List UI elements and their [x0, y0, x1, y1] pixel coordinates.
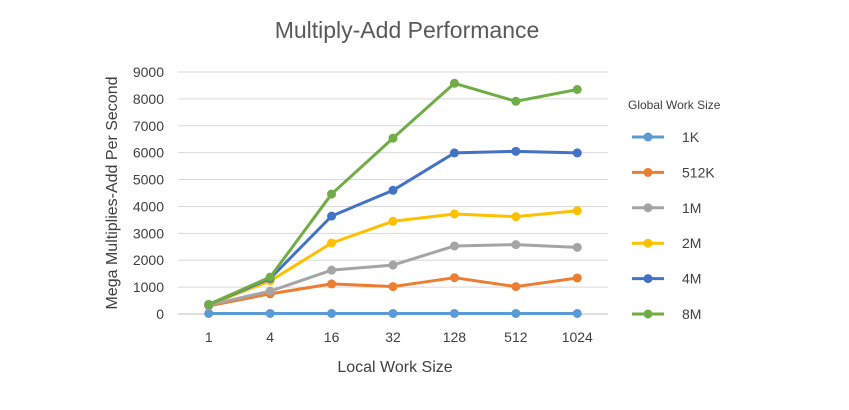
data-point-2m — [388, 216, 398, 226]
legend-marker-8m — [643, 309, 653, 319]
data-point-8m — [572, 84, 582, 94]
data-point-8m — [327, 189, 337, 199]
data-point-8m — [265, 272, 275, 282]
legend-title: Global Work Size — [628, 98, 721, 112]
data-point-4m — [449, 148, 459, 158]
legend-label-2m: 2M — [682, 235, 701, 251]
data-point-4m — [327, 211, 337, 221]
y-axis-title: Mega Multiplies-Add Per Second — [104, 76, 121, 309]
data-point-1k — [265, 308, 275, 318]
series-8m — [204, 78, 582, 309]
series-1m — [204, 240, 582, 310]
data-point-512k — [572, 273, 582, 283]
y-tick-label: 6000 — [133, 145, 164, 161]
x-axis-ticks: 1 4 16 32 128 512 1024 — [205, 329, 593, 345]
data-point-512k — [449, 273, 459, 283]
data-point-512k — [511, 282, 521, 292]
x-tick-label: 128 — [443, 329, 467, 345]
x-tick-label: 32 — [385, 329, 401, 345]
x-tick-label: 512 — [504, 329, 528, 345]
x-tick-label: 1024 — [562, 329, 593, 345]
data-point-1k — [572, 308, 582, 318]
legend-label-512k: 512K — [682, 164, 715, 180]
y-tick-label: 4000 — [133, 198, 164, 214]
legend-label-8m: 8M — [682, 306, 701, 322]
series-1k — [204, 308, 582, 318]
data-point-2m — [511, 212, 521, 222]
data-point-1m — [449, 241, 459, 251]
legend-item-512k: 512K — [632, 164, 715, 180]
y-tick-label: 0 — [156, 306, 164, 322]
x-tick-label: 1 — [205, 329, 213, 345]
y-tick-label: 3000 — [133, 225, 164, 241]
data-point-4m — [572, 148, 582, 158]
legend-label-1m: 1M — [682, 200, 701, 216]
legend-item-4m: 4M — [632, 271, 701, 287]
data-point-2m — [327, 238, 337, 248]
legend-marker-1m — [643, 203, 653, 213]
data-point-1m — [265, 286, 275, 296]
data-point-1k — [449, 308, 459, 318]
data-point-1m — [511, 240, 521, 250]
legend-marker-2m — [643, 238, 653, 248]
data-point-1k — [327, 308, 337, 318]
y-tick-label: 1000 — [133, 279, 164, 295]
y-tick-label: 7000 — [133, 118, 164, 134]
data-point-2m — [449, 209, 459, 219]
data-point-1m — [327, 265, 337, 275]
x-axis-title: Local Work Size — [337, 359, 452, 376]
data-point-4m — [511, 146, 521, 156]
data-point-8m — [511, 96, 521, 106]
data-point-8m — [449, 78, 459, 88]
legend-item-1m: 1M — [632, 200, 701, 216]
y-tick-label: 9000 — [133, 64, 164, 80]
y-axis-ticks: 0 1000 2000 3000 4000 5000 6000 7000 8000 9000 — [133, 64, 164, 322]
legend-marker-4m — [643, 274, 653, 284]
x-tick-label: 16 — [324, 329, 340, 345]
series-line-4m — [207, 149, 579, 307]
legend-item-2m: 2M — [632, 235, 701, 251]
data-point-2m — [572, 206, 582, 216]
legend-label-4m: 4M — [682, 271, 701, 287]
legend: 1K 512K 1M 2M 4M 8M — [632, 129, 715, 322]
data-point-1m — [388, 260, 398, 270]
data-point-512k — [327, 279, 337, 289]
data-point-8m — [388, 133, 398, 143]
legend-marker-512k — [643, 167, 653, 177]
data-point-1k — [204, 308, 214, 318]
x-tick-label: 4 — [266, 329, 274, 345]
data-point-1k — [511, 308, 521, 318]
chart-title: Multiply-Add Performance — [275, 17, 540, 43]
data-point-8m — [204, 299, 214, 309]
data-point-1m — [572, 242, 582, 252]
data-point-4m — [388, 185, 398, 195]
legend-item-8m: 8M — [632, 306, 701, 322]
series-lines — [204, 78, 582, 318]
data-point-512k — [388, 282, 398, 292]
y-tick-label: 5000 — [133, 172, 164, 188]
data-point-1k — [388, 308, 398, 318]
legend-item-1k: 1K — [632, 129, 700, 145]
y-tick-label: 2000 — [133, 252, 164, 268]
legend-marker-1k — [643, 132, 653, 142]
y-tick-label: 8000 — [133, 91, 164, 107]
legend-label-1k: 1K — [682, 129, 700, 145]
